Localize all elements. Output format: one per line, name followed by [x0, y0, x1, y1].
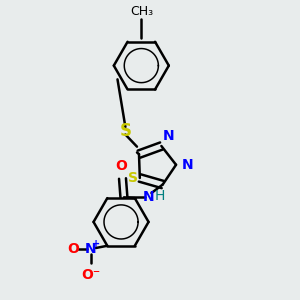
- Text: S: S: [128, 171, 138, 185]
- Text: S: S: [119, 122, 131, 140]
- Text: O: O: [115, 159, 127, 173]
- Text: N: N: [85, 242, 97, 256]
- Text: O: O: [67, 242, 79, 256]
- Text: N: N: [181, 158, 193, 172]
- Text: N: N: [143, 190, 154, 204]
- Text: H: H: [154, 189, 165, 203]
- Text: N: N: [163, 128, 174, 142]
- Text: +: +: [92, 239, 100, 249]
- Text: CH₃: CH₃: [130, 5, 153, 18]
- Text: O⁻: O⁻: [81, 268, 100, 282]
